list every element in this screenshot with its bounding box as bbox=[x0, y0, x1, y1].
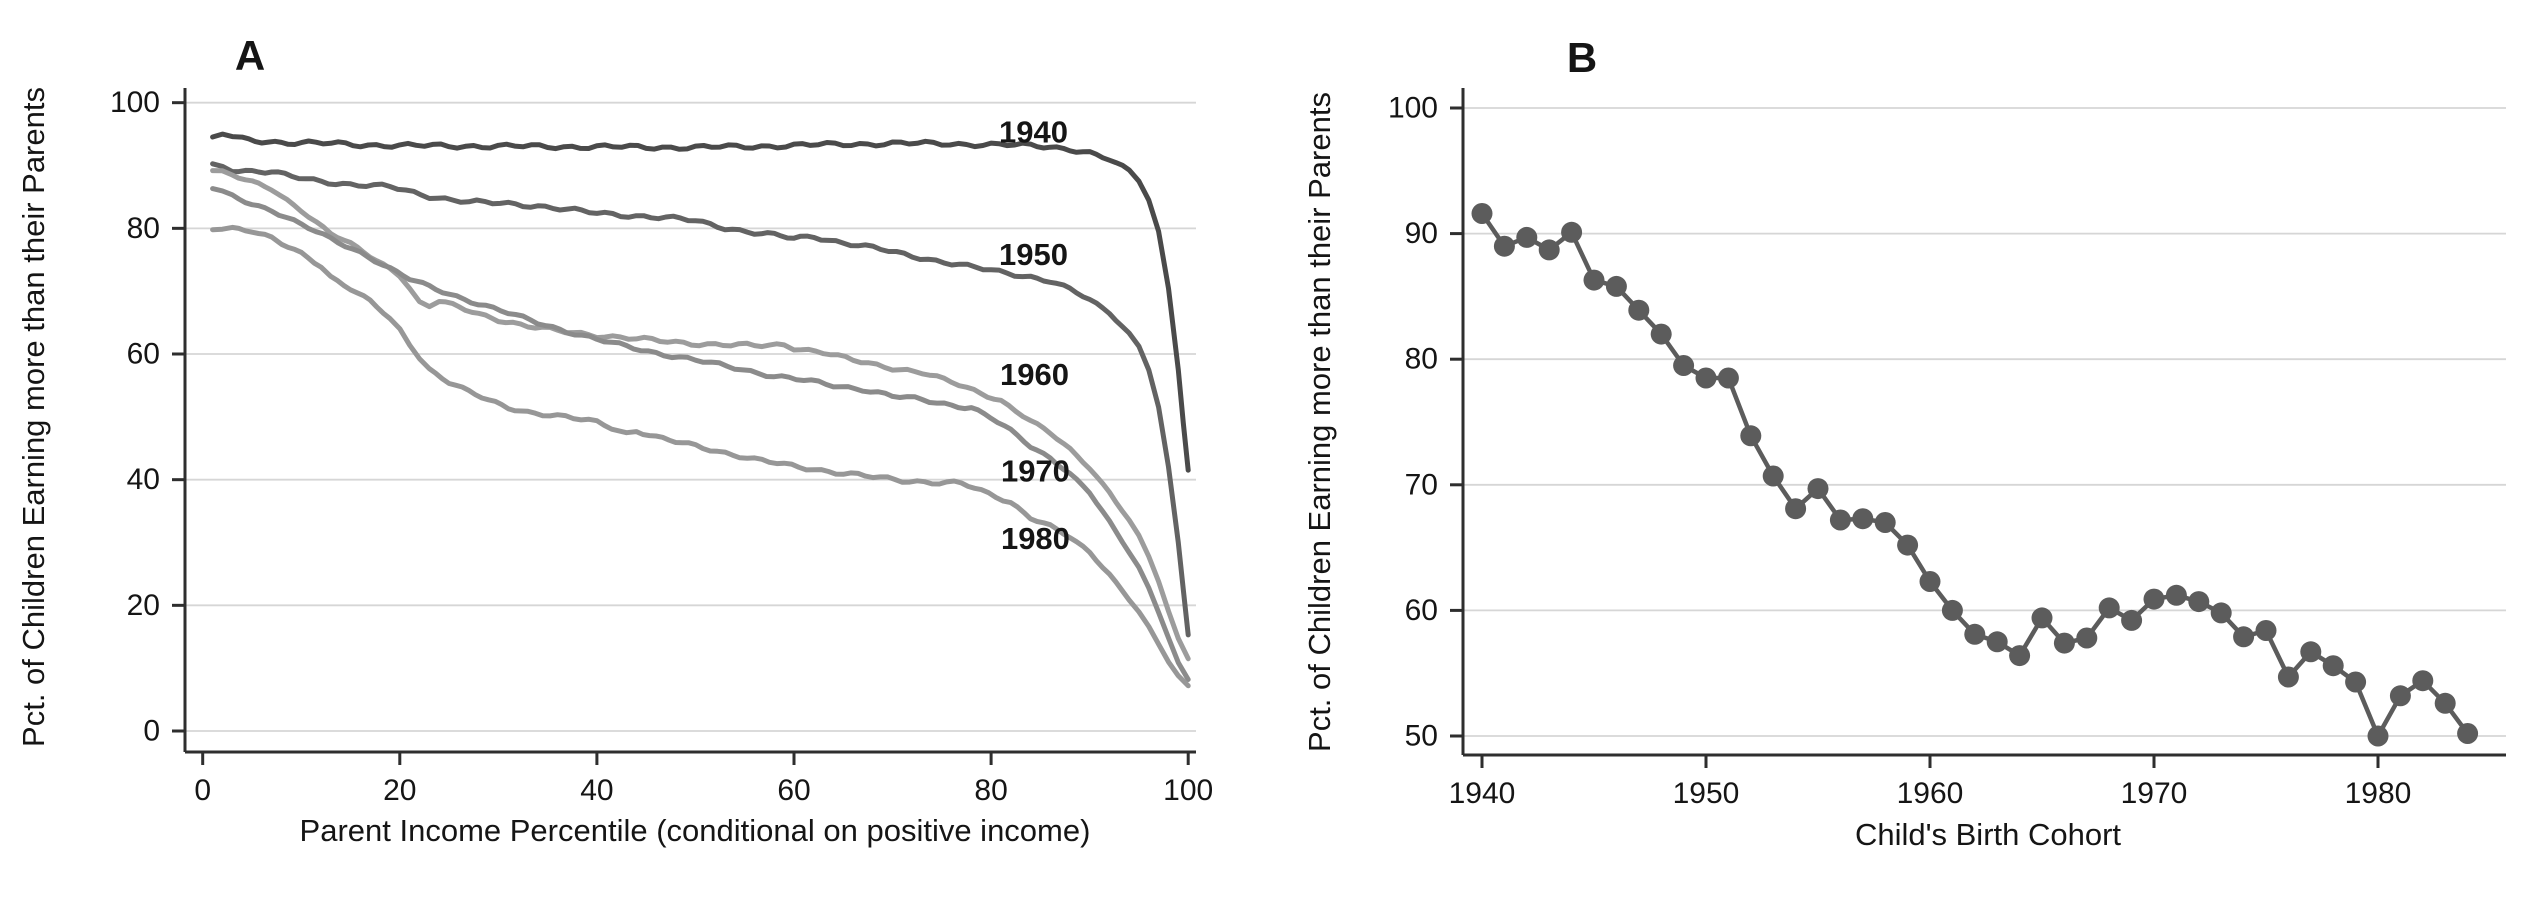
data-point-1956 bbox=[1829, 509, 1851, 531]
data-point-1958 bbox=[1874, 512, 1896, 533]
data-point-1965 bbox=[2031, 607, 2053, 629]
x-tick-label: 1970 bbox=[2121, 777, 2188, 810]
data-point-1950 bbox=[1695, 367, 1717, 389]
data-point-1975 bbox=[2255, 620, 2277, 641]
curve-label-1940: 1940 bbox=[999, 115, 1068, 150]
panel-a-curve-labels: 1940 1950 1960 1970 1980 bbox=[999, 115, 1070, 557]
data-point-1944 bbox=[1561, 221, 1583, 243]
data-point-1952 bbox=[1740, 425, 1762, 447]
curve-label-1970: 1970 bbox=[1001, 453, 1070, 488]
y-tick-label: 80 bbox=[1405, 343, 1438, 376]
data-point-1946 bbox=[1605, 275, 1627, 297]
x-tick-label: 0 bbox=[194, 774, 211, 807]
data-point-1976 bbox=[2277, 666, 2299, 688]
panel-b-y-axis-title: Pct. of Children Earning more than their… bbox=[1302, 92, 1337, 752]
panel-a-series bbox=[210, 131, 1191, 689]
y-tick-label: 100 bbox=[1388, 92, 1438, 125]
data-point-1981 bbox=[2389, 685, 2411, 707]
data-point-1962 bbox=[1964, 623, 1986, 645]
y-tick-label: 90 bbox=[1405, 217, 1438, 250]
data-point-1963 bbox=[1986, 631, 2008, 653]
panel-b: B 50 60 70 80 90 100 1940 1950 1960 1970 1980 Chil… bbox=[1302, 34, 2506, 852]
data-point-1969 bbox=[2121, 609, 2143, 631]
data-point-1942 bbox=[1516, 226, 1538, 248]
data-point-1949 bbox=[1673, 355, 1695, 376]
panel-b-x-axis-title: Child's Birth Cohort bbox=[1855, 817, 2121, 852]
data-point-1977 bbox=[2300, 641, 2322, 663]
panel-b-letter: B bbox=[1567, 34, 1597, 81]
x-tick-label: 100 bbox=[1163, 774, 1213, 807]
data-point-1966 bbox=[2053, 632, 2075, 654]
y-tick-label: 60 bbox=[1405, 594, 1438, 627]
cohort-trend-line bbox=[1480, 212, 2470, 739]
curve-label-1980: 1980 bbox=[1001, 521, 1070, 556]
y-tick-label: 60 bbox=[127, 338, 160, 371]
curve-label-1950: 1950 bbox=[999, 237, 1068, 272]
cohort-curve-1940 bbox=[210, 131, 1191, 473]
y-tick-label: 0 bbox=[143, 715, 160, 748]
panel-b-gridlines bbox=[1463, 107, 2506, 737]
data-point-1970 bbox=[2143, 588, 2165, 610]
y-tick-label: 70 bbox=[1405, 468, 1438, 501]
data-point-1945 bbox=[1583, 269, 1605, 291]
data-point-1941 bbox=[1493, 235, 1515, 257]
data-point-1954 bbox=[1785, 498, 1807, 520]
panel-a-letter: A bbox=[235, 32, 265, 79]
x-tick-label: 1940 bbox=[1449, 777, 1516, 810]
panel-b-series bbox=[1471, 203, 2479, 747]
data-point-1955 bbox=[1807, 478, 1829, 500]
y-tick-label: 50 bbox=[1405, 720, 1438, 753]
data-point-1978 bbox=[2322, 655, 2344, 677]
data-point-1948 bbox=[1650, 323, 1672, 345]
curve-label-1960: 1960 bbox=[1000, 357, 1069, 392]
cohort-curve-1980 bbox=[210, 224, 1191, 689]
data-point-1961 bbox=[1941, 599, 1963, 621]
panel-a-axes: 0 20 40 60 80 100 0 20 40 60 80 100 bbox=[110, 86, 1213, 807]
data-point-1964 bbox=[2009, 645, 2031, 667]
x-tick-label: 1980 bbox=[2345, 777, 2412, 810]
data-point-1983 bbox=[2434, 692, 2456, 714]
data-point-1947 bbox=[1628, 299, 1650, 321]
panel-a: A 1940 1950 1960 1970 1980 0 20 40 60 80 100 0 20 40… bbox=[16, 32, 1213, 848]
x-tick-label: 1960 bbox=[1897, 777, 1964, 810]
data-point-1968 bbox=[2098, 597, 2120, 619]
data-point-1982 bbox=[2412, 670, 2434, 692]
data-point-1972 bbox=[2188, 591, 2210, 613]
data-point-1951 bbox=[1717, 367, 1739, 389]
x-tick-label: 60 bbox=[777, 774, 810, 807]
data-point-1959 bbox=[1897, 534, 1919, 556]
data-point-1984 bbox=[2457, 723, 2479, 744]
x-tick-label: 20 bbox=[383, 774, 416, 807]
data-point-1974 bbox=[2233, 626, 2255, 648]
data-point-1957 bbox=[1852, 508, 1874, 530]
y-tick-label: 80 bbox=[127, 212, 160, 245]
panel-b-axes: 50 60 70 80 90 100 1940 1950 1960 1970 1980 bbox=[1388, 88, 2506, 810]
x-tick-label: 80 bbox=[974, 774, 1007, 807]
data-point-1971 bbox=[2165, 584, 2187, 606]
panel-a-x-axis-title: Parent Income Percentile (conditional on… bbox=[300, 813, 1091, 848]
x-tick-label: 40 bbox=[580, 774, 613, 807]
data-point-1940 bbox=[1471, 203, 1493, 224]
data-point-1979 bbox=[2345, 671, 2367, 693]
y-tick-label: 100 bbox=[110, 86, 160, 119]
panel-a-gridlines bbox=[185, 101, 1196, 732]
cohort-curve-1970 bbox=[210, 186, 1191, 682]
data-point-1953 bbox=[1762, 465, 1784, 487]
panel-a-y-axis-title: Pct. of Children Earning more than their… bbox=[16, 87, 51, 747]
y-tick-label: 20 bbox=[127, 589, 160, 622]
x-tick-label: 1950 bbox=[1673, 777, 1740, 810]
data-point-1943 bbox=[1538, 239, 1560, 261]
data-point-1973 bbox=[2210, 602, 2232, 624]
data-point-1980 bbox=[2367, 725, 2389, 747]
data-point-1960 bbox=[1919, 571, 1941, 592]
cohort-curve-1950 bbox=[210, 161, 1191, 638]
y-tick-label: 40 bbox=[127, 463, 160, 496]
data-point-1967 bbox=[2076, 627, 2098, 649]
